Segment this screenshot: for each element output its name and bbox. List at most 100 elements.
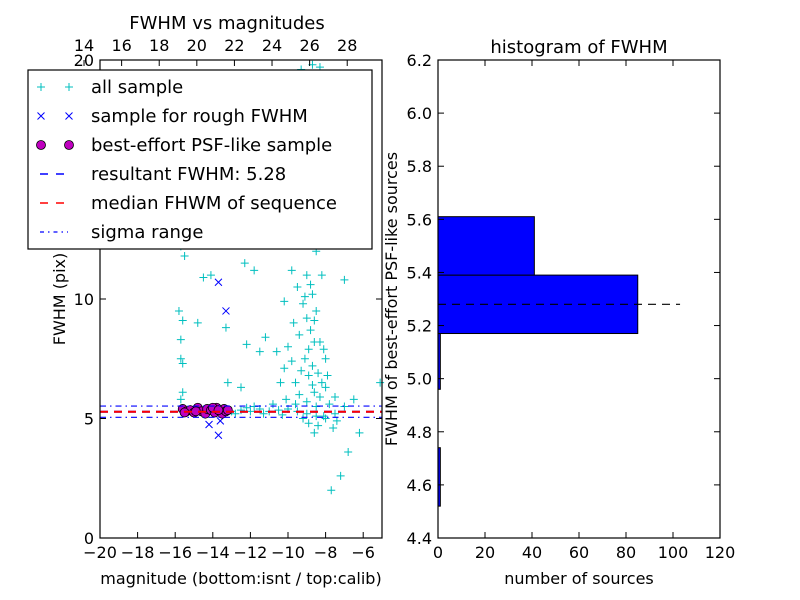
- data-point-all-sample: [291, 378, 300, 387]
- x-tick-label: 80: [616, 543, 636, 562]
- histogram-ylabel: FWHM of best-effort PSF-like sources: [382, 152, 401, 446]
- x-tick-label: −8: [314, 543, 338, 562]
- data-point-all-sample: [308, 381, 317, 390]
- x-tick-label: −6: [351, 543, 375, 562]
- y-tick-label: 5.4: [407, 263, 432, 282]
- data-point-all-sample: [180, 251, 189, 260]
- data-point-sample-for-rough-fwhm: [214, 278, 223, 287]
- data-point-all-sample: [300, 292, 309, 301]
- legend-best-effort-psf-like-sample-marker: [64, 140, 74, 150]
- data-point-all-sample: [308, 290, 317, 299]
- data-point-all-sample: [268, 400, 277, 409]
- data-point-sample-for-rough-fwhm: [205, 420, 213, 429]
- histogram-bar: [437, 216, 535, 276]
- y-tick-label: 6.0: [407, 104, 432, 123]
- data-point-all-sample: [261, 333, 270, 342]
- data-point-all-sample: [242, 340, 251, 349]
- data-point-all-sample: [284, 342, 292, 351]
- top-x-tick-label: 16: [111, 36, 131, 55]
- y-tick-label: 5: [84, 410, 94, 429]
- data-point-all-sample: [176, 354, 185, 363]
- x-tick-label: −18: [121, 543, 155, 562]
- x-tick-label: 120: [705, 543, 736, 562]
- top-x-tick-label: 26: [299, 36, 319, 55]
- x-tick-label: −12: [234, 543, 268, 562]
- y-tick-label: 4.6: [407, 476, 432, 495]
- legend-sigma-range-label: sigma range: [91, 222, 203, 243]
- x-tick-label: 60: [569, 543, 589, 562]
- y-tick-label: 10: [74, 290, 94, 309]
- y-tick-label: 4.8: [407, 423, 432, 442]
- data-point-best-effort-psf-like-sample: [222, 405, 233, 416]
- data-point-all-sample: [321, 383, 330, 392]
- data-point-all-sample: [315, 392, 324, 401]
- data-point-all-sample: [344, 447, 353, 456]
- data-point-all-sample: [340, 275, 349, 284]
- legend-median-fhwm-of-sequence-label: median FHWM of sequence: [91, 193, 337, 214]
- scatter-xlabel: magnitude (bottom:isnt / top:calib): [100, 569, 381, 588]
- data-point-all-sample: [295, 330, 304, 339]
- data-point-all-sample: [302, 397, 311, 406]
- data-point-all-sample: [340, 402, 349, 411]
- data-point-all-sample: [304, 345, 313, 354]
- data-point-all-sample: [255, 347, 264, 356]
- data-point-all-sample: [302, 314, 311, 323]
- data-point-all-sample: [221, 323, 230, 332]
- data-point-all-sample: [336, 471, 345, 480]
- scatter-ylabel: FWHM (pix): [50, 253, 69, 346]
- data-point-all-sample: [323, 371, 332, 380]
- data-point-all-sample: [319, 412, 328, 421]
- data-point-all-sample: [280, 364, 289, 373]
- y-tick-label: 4.4: [407, 529, 432, 548]
- data-point-all-sample: [327, 486, 336, 495]
- data-point-all-sample: [178, 388, 187, 397]
- data-point-all-sample: [242, 403, 251, 412]
- data-point-all-sample: [329, 424, 338, 433]
- data-point-all-sample: [310, 428, 319, 437]
- data-point-all-sample: [231, 409, 240, 418]
- data-point-all-sample: [237, 383, 245, 392]
- data-point-all-sample: [306, 326, 315, 335]
- data-point-all-sample: [176, 335, 185, 344]
- data-point-all-sample: [176, 395, 185, 404]
- data-point-all-sample: [304, 371, 313, 380]
- x-tick-label: −16: [158, 543, 192, 562]
- data-point-all-sample: [174, 306, 183, 315]
- data-point-all-sample: [315, 338, 324, 347]
- data-point-all-sample: [310, 316, 319, 325]
- data-point-all-sample: [376, 378, 385, 387]
- data-point-all-sample: [319, 345, 328, 354]
- data-point-best-effort-psf-like-sample: [213, 405, 224, 416]
- scatter-title: FWHM vs magnitudes: [129, 13, 324, 34]
- data-point-all-sample: [317, 378, 326, 387]
- legend-sample-for-rough-fwhm-marker: [65, 112, 73, 120]
- y-tick-label: 5.8: [407, 157, 432, 176]
- data-point-all-sample: [332, 416, 341, 425]
- top-x-tick-label: 24: [262, 36, 282, 55]
- legend-resultant-fwhm-label: resultant FWHM: 5.28: [91, 164, 286, 185]
- x-tick-label: −10: [271, 543, 305, 562]
- top-x-tick-label: 28: [337, 36, 357, 55]
- y-tick-label: 5.2: [407, 317, 432, 336]
- top-x-tick-label: 20: [187, 36, 207, 55]
- data-point-all-sample: [304, 419, 313, 428]
- legend-best-effort-psf-like-sample-label: best-effort PSF-like sample: [91, 135, 332, 156]
- data-point-all-sample: [314, 421, 323, 430]
- histogram-plot: histogram of FWHM number of sources FWHM…: [382, 37, 735, 588]
- data-point-all-sample: [193, 318, 202, 327]
- data-point-all-sample: [300, 354, 309, 363]
- scatter-plot: FWHM vs magnitudes magnitude (bottom:isn…: [27, 13, 385, 588]
- data-point-all-sample: [314, 369, 323, 378]
- data-point-all-sample: [240, 259, 249, 268]
- data-point-all-sample: [308, 361, 317, 370]
- legend-best-effort-psf-like-sample-marker: [36, 140, 46, 150]
- data-point-all-sample: [272, 347, 281, 356]
- data-point-all-sample: [276, 378, 285, 387]
- data-point-all-sample: [293, 283, 302, 292]
- data-point-all-sample: [206, 271, 215, 280]
- legend-box: [27, 69, 373, 250]
- data-point-all-sample: [291, 400, 300, 409]
- data-point-sample-for-rough-fwhm: [214, 431, 223, 440]
- data-point-all-sample: [295, 390, 304, 399]
- data-point-all-sample: [312, 412, 321, 421]
